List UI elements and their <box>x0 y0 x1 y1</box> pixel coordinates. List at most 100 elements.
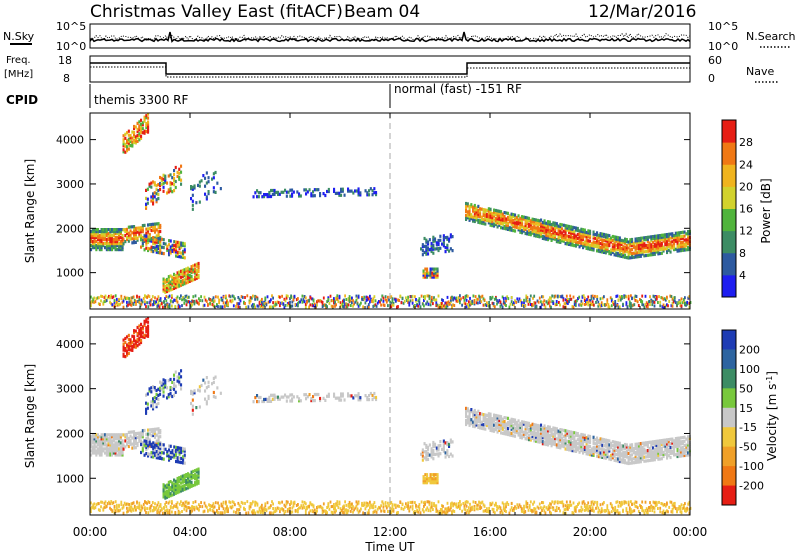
velocity-cell <box>622 452 625 456</box>
power-ground-cell <box>360 301 362 305</box>
velocity-cell <box>334 396 337 400</box>
power-cell <box>134 228 137 232</box>
power-cell <box>436 269 439 273</box>
power-cell <box>548 224 551 228</box>
power-cell <box>557 238 560 242</box>
power-cell <box>524 231 527 236</box>
power-cell <box>324 193 327 198</box>
power-cell <box>592 232 595 236</box>
velocity-cell <box>109 445 112 449</box>
velocity-cell <box>423 450 426 454</box>
velocity-cell <box>535 437 538 441</box>
power-cell <box>494 222 497 227</box>
velocity-cell <box>657 441 660 445</box>
power-cell <box>501 220 504 224</box>
power-cell <box>486 212 489 216</box>
velocity-cell <box>173 482 176 486</box>
velocity-cell <box>597 447 600 451</box>
power-cell <box>514 225 517 229</box>
power-cell <box>178 171 181 175</box>
power-ground-cell <box>463 301 466 305</box>
power-ground-cell <box>185 299 188 303</box>
velocity-cell <box>159 386 162 390</box>
power-cell <box>285 194 288 198</box>
power-cell <box>147 126 150 130</box>
power-cell <box>599 238 602 242</box>
power-cell <box>552 235 555 239</box>
power-cell <box>545 237 548 241</box>
power-cell <box>521 215 524 219</box>
velocity-cell <box>596 442 599 446</box>
power-cell <box>590 242 593 246</box>
power-ground-cell <box>346 305 349 309</box>
power-ground-cell <box>256 304 259 308</box>
velocity-cell <box>547 429 550 433</box>
velocity-cell <box>667 440 670 444</box>
power-cell <box>538 231 541 235</box>
power-cell <box>162 252 165 256</box>
power-cell <box>564 226 567 230</box>
power-cell <box>638 237 641 241</box>
velocity-cell <box>91 445 94 449</box>
power-cell <box>583 234 586 238</box>
power-cell <box>133 126 136 131</box>
velocity-cell <box>192 469 195 473</box>
velocity-cell <box>482 413 485 417</box>
power-ground-cell <box>376 301 379 305</box>
velocity-cell <box>599 455 602 459</box>
power-cell <box>475 216 478 220</box>
velocity-cell <box>611 454 614 458</box>
power-ground-cell <box>496 299 498 303</box>
power-cell <box>127 141 130 145</box>
power-cell <box>187 268 190 272</box>
velocity-cell <box>615 440 618 445</box>
velocity-cell <box>187 482 190 486</box>
power-cell <box>480 217 483 221</box>
power-cell <box>587 233 590 237</box>
power-cell <box>430 245 433 250</box>
velocity-cell <box>198 385 201 389</box>
power-cell <box>571 241 574 245</box>
velocity-cell <box>646 449 649 453</box>
power-ground-cell <box>544 305 547 309</box>
power-cell <box>611 234 614 239</box>
velocity-cell <box>190 391 193 395</box>
power-cell <box>493 208 496 212</box>
power-ground-cell <box>317 299 319 303</box>
power-cell <box>171 277 174 281</box>
velocity-cell <box>559 444 562 448</box>
power-cell <box>540 228 543 232</box>
power-cell <box>629 256 632 260</box>
power-ground-cell <box>686 300 689 304</box>
power-cell <box>133 241 136 245</box>
power-ground-cell <box>684 301 686 305</box>
velocity-cell <box>105 433 108 437</box>
power-cell <box>126 235 129 239</box>
velocity-cell <box>512 434 515 438</box>
power-cell <box>446 245 449 249</box>
power-ground-cell <box>464 302 467 306</box>
power-cell <box>169 189 172 193</box>
velocity-cell <box>122 354 125 358</box>
power-cell <box>674 237 677 241</box>
power-cell <box>431 275 434 279</box>
power-cell <box>319 194 322 198</box>
power-ground-cell <box>528 300 531 303</box>
power-cell <box>555 222 558 226</box>
power-cell <box>178 274 181 278</box>
velocity-cell <box>164 379 167 383</box>
velocity-cell <box>545 432 548 437</box>
velocity-cell <box>484 427 487 431</box>
velocity-cell <box>112 451 115 455</box>
power-ground-cell <box>230 300 233 304</box>
power-cell <box>171 287 174 291</box>
power-cell <box>554 231 557 235</box>
power-cell <box>535 222 538 226</box>
velocity-cell <box>498 418 501 422</box>
velocity-cell <box>625 451 628 455</box>
velocity-cell <box>319 396 322 401</box>
velocity-cell <box>164 486 167 490</box>
power-ground-cell <box>473 300 476 304</box>
velocity-cell <box>431 477 434 481</box>
power-cell <box>195 262 198 266</box>
